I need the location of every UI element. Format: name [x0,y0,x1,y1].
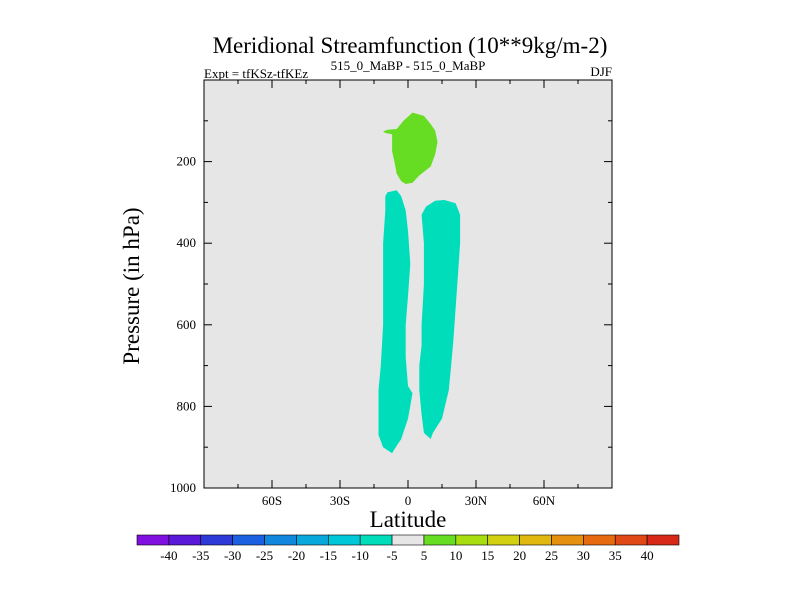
colorbar-swatch [136,534,170,546]
plot-area: 60S 30S 0 30N 60N 200 400 600 800 1000 [170,79,613,508]
colorbar-label: -40 [160,548,177,563]
colorbar-swatch [264,534,297,546]
colorbar-swatch [455,534,489,546]
colorbar-swatch [614,534,648,546]
negative-cell-right [419,200,461,439]
y-tick-labels: 200 400 600 800 1000 [170,154,196,495]
colorbar-swatch [583,534,616,546]
colorbar-label: 40 [641,548,654,563]
colorbar-swatch [232,534,265,546]
positive-cell-upper [383,112,438,184]
subtitle-right: DJF [590,64,612,79]
x-axis-label: Latitude [370,507,447,532]
subtitle-left: Expt = tfKSz-tfKEz [204,66,308,81]
filled-contours [378,112,461,454]
colorbar-swatch [200,534,233,546]
colorbar-label: 30 [577,548,590,563]
chart-title: Meridional Streamfunction (10**9kg/m-2) [213,33,608,58]
colorbar-label: 25 [545,548,558,563]
colorbar-label: -25 [256,548,273,563]
y-tick-label: 1000 [170,480,196,495]
x-tick-label: 30S [330,493,350,508]
colorbar [136,534,680,546]
colorbar-label: -5 [387,548,398,563]
x-tick-label: 60S [262,493,282,508]
negative-cell-left [378,190,413,454]
y-tick-label: 400 [177,235,197,250]
x-tick-label: 0 [405,493,412,508]
x-tick-label: 30N [465,493,488,508]
colorbar-label: -10 [352,548,369,563]
colorbar-label: 15 [481,548,494,563]
axis-ticks [204,80,612,489]
y-tick-label: 600 [177,317,197,332]
colorbar-label: -30 [224,548,241,563]
colorbar-swatch [359,534,393,546]
y-tick-label: 200 [177,154,197,169]
colorbar-swatch [296,534,329,546]
colorbar-swatch [551,534,584,546]
colorbar-label: 35 [609,548,622,563]
colorbar-label: 10 [449,548,462,563]
colorbar-swatch [646,534,680,546]
colorbar-label: 20 [513,548,526,563]
y-axis-label: Pressure (in hPa) [119,207,144,364]
x-tick-labels: 60S 30S 0 30N 60N [262,493,556,508]
colorbar-swatch [519,534,552,546]
colorbar-labels: -40 -35 -30 -25 -20 -15 -10 -5 5 10 15 20 25 30 35 40 [160,548,653,563]
colorbar-label: -20 [288,548,305,563]
colorbar-swatch [327,534,361,546]
subtitle-center: 515_0_MaBP - 515_0_MaBP [331,58,486,73]
colorbar-label: -15 [320,548,337,563]
y-tick-label: 800 [177,398,197,413]
colorbar-swatch [391,534,425,546]
x-tick-label: 60N [533,493,556,508]
colorbar-swatch [168,534,202,546]
colorbar-swatch [423,534,457,546]
colorbar-swatch [487,534,520,546]
colorbar-label: -35 [192,548,209,563]
colorbar-label: 5 [421,548,428,563]
